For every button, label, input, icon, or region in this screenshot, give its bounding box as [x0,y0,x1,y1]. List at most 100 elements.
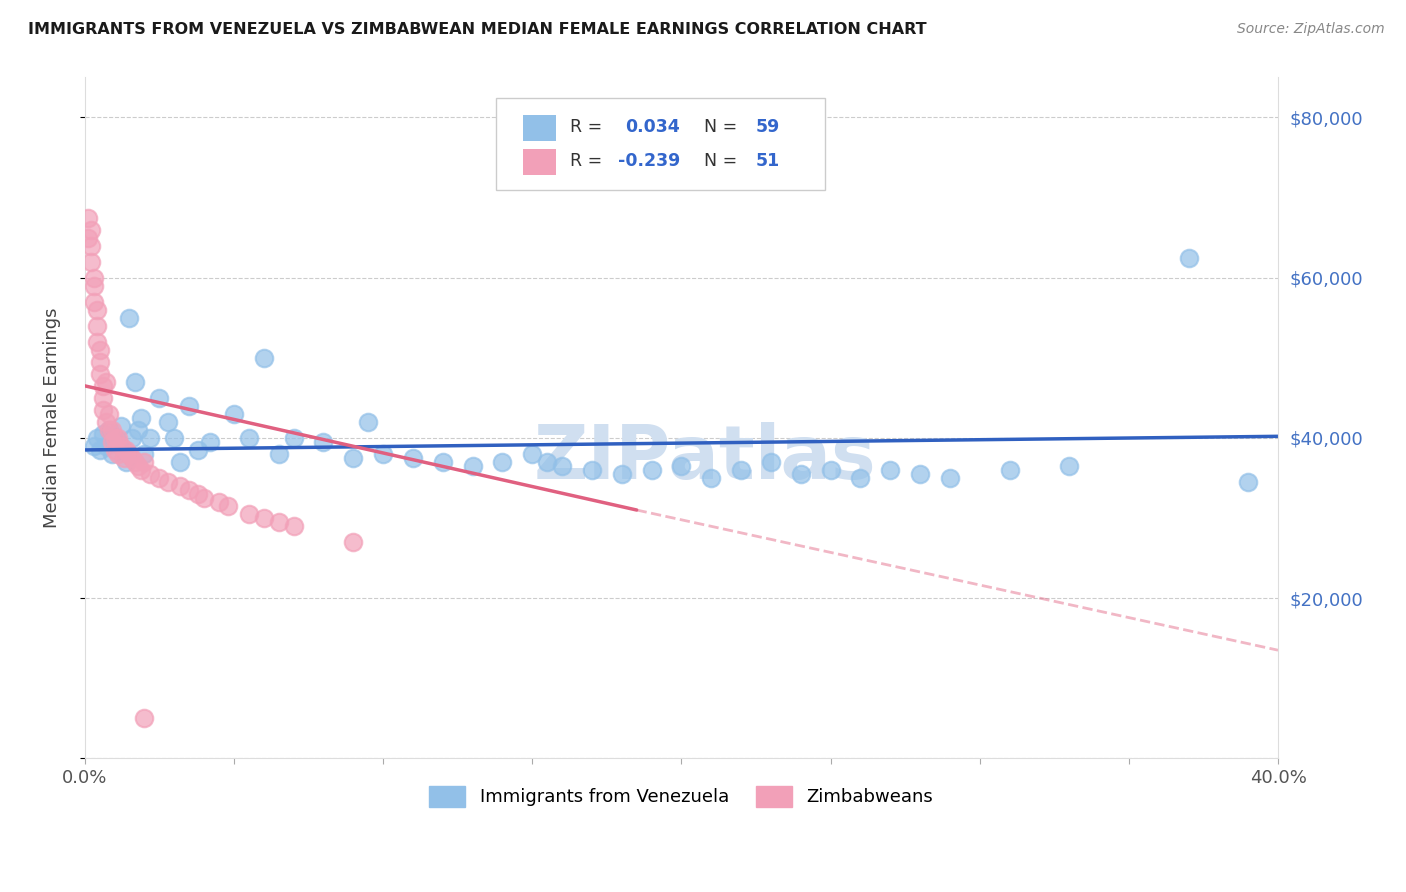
Point [80,238,103,252]
Point [127,458,149,473]
Point [208,495,231,509]
Point [100,447,122,461]
Point [112,450,135,465]
Point [179,483,201,497]
Point [581,463,603,477]
Bar [523,149,557,175]
Point [187,487,209,501]
Point [107,447,129,461]
Point [551,458,574,473]
Point [131,410,153,425]
Point [342,450,364,465]
Point [1177,251,1199,265]
Point [83,270,105,285]
Point [198,434,221,449]
Point [371,447,394,461]
Point [76,211,98,225]
Point [253,511,276,525]
Point [91,391,114,405]
Text: ZIPatlas: ZIPatlas [534,422,876,495]
Point [148,471,170,485]
Point [86,334,108,349]
Text: N =: N = [693,118,742,136]
Point [134,455,156,469]
Point [312,434,335,449]
Point [267,515,290,529]
Point [139,431,162,445]
Point [115,455,138,469]
Text: R =: R = [571,153,609,170]
Point [91,379,114,393]
Point [267,447,290,461]
Point [789,467,811,481]
Text: 51: 51 [755,153,779,170]
Point [253,351,276,365]
Point [820,463,842,477]
Point [283,431,305,445]
FancyBboxPatch shape [496,98,824,190]
Point [83,294,105,309]
Text: R =: R = [571,118,613,136]
Point [193,491,215,505]
Point [671,458,693,473]
Point [998,463,1021,477]
Point [134,447,156,461]
Point [97,407,120,421]
Point [97,423,120,437]
Point [121,450,143,465]
Point [107,434,129,449]
Point [157,415,180,429]
Point [107,431,129,445]
Point [187,442,209,457]
Point [94,375,117,389]
Point [76,230,98,244]
Point [118,310,141,325]
Point [103,431,125,445]
Point [357,415,380,429]
Point [342,535,364,549]
Point [97,423,120,437]
Point [283,519,305,533]
Point [536,455,558,469]
Point [89,343,111,357]
Point [124,455,146,469]
Text: IMMIGRANTS FROM VENEZUELA VS ZIMBABWEAN MEDIAN FEMALE EARNINGS CORRELATION CHART: IMMIGRANTS FROM VENEZUELA VS ZIMBABWEAN … [28,22,927,37]
Point [124,375,146,389]
Point [879,463,901,477]
Point [91,403,114,417]
Point [89,442,111,457]
Y-axis label: Median Female Earnings: Median Female Earnings [44,308,60,528]
Point [908,467,931,481]
Point [100,423,122,437]
Point [89,367,111,381]
Text: -0.239: -0.239 [619,153,681,170]
Point [112,442,135,457]
Text: Source: ZipAtlas.com: Source: ZipAtlas.com [1237,22,1385,37]
Point [522,447,544,461]
Point [461,458,484,473]
Point [432,455,454,469]
Point [238,431,260,445]
Point [80,254,103,268]
Point [730,463,752,477]
Point [491,455,513,469]
Point [83,439,105,453]
Point [939,471,962,485]
Point [148,391,170,405]
Point [134,711,156,725]
Text: N =: N = [693,153,742,170]
Legend: Immigrants from Venezuela, Zimbabweans: Immigrants from Venezuela, Zimbabweans [422,779,941,814]
Point [700,471,723,485]
Point [118,447,141,461]
Point [94,439,117,453]
Point [640,463,662,477]
Point [110,418,132,433]
Point [238,507,260,521]
Point [86,318,108,333]
Point [86,302,108,317]
Point [163,431,186,445]
Point [91,426,114,441]
Bar [523,115,557,141]
Point [169,455,191,469]
Point [402,450,425,465]
